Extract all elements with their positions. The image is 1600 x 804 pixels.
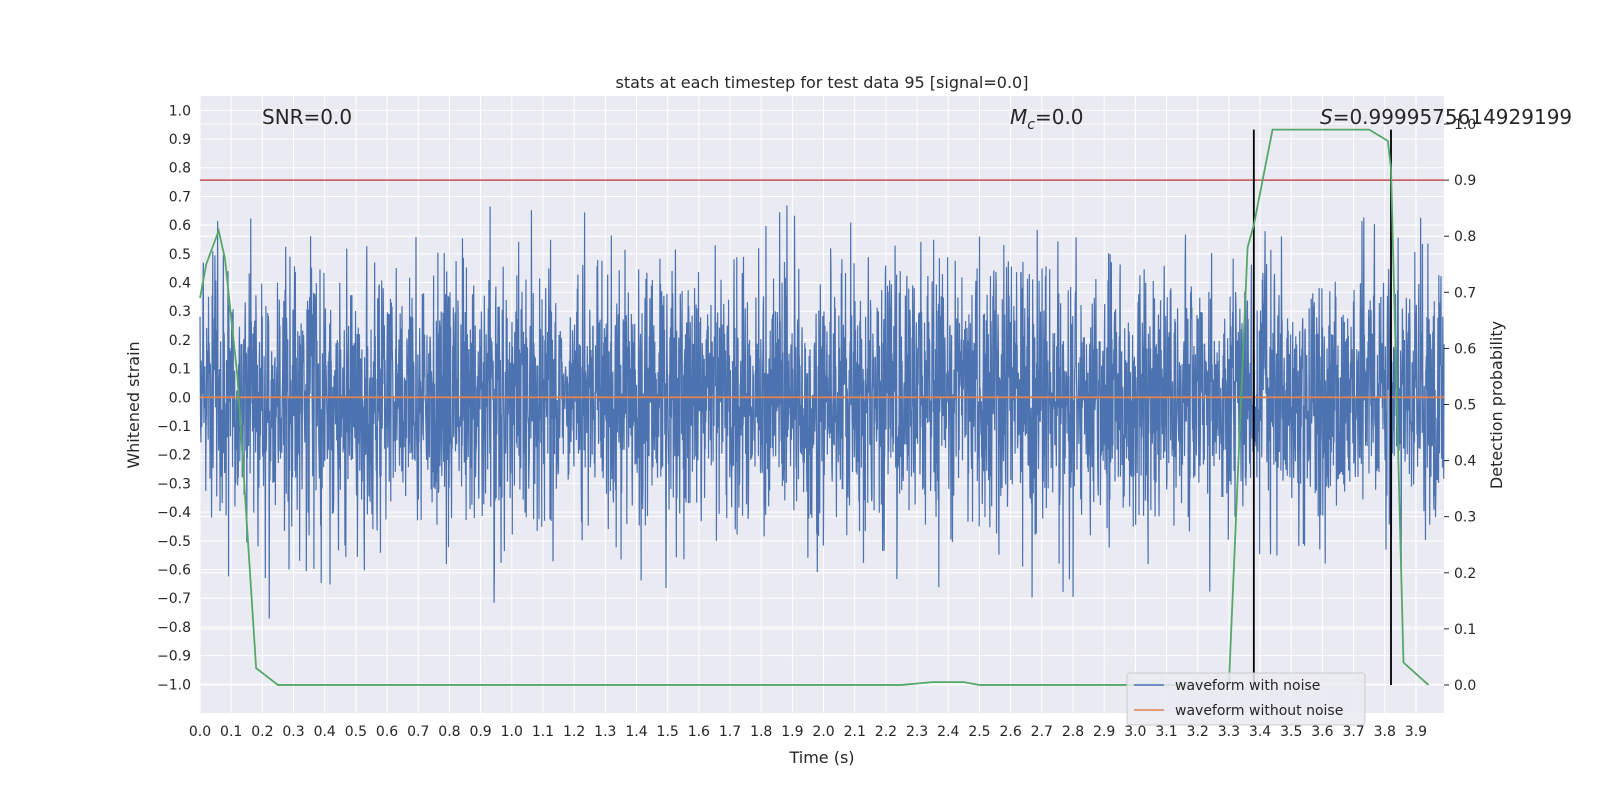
legend: waveform with noise waveform without noi… — [1126, 672, 1366, 726]
y-right-tick-label: 0.0 — [1454, 678, 1476, 694]
y-left-tick-label: −0.1 — [157, 419, 191, 435]
y-left-tick-label: 0.9 — [169, 132, 191, 148]
snr-annotation: SNR=0.0 — [262, 105, 352, 129]
y-left-tick-label: −0.4 — [157, 505, 191, 521]
x-tick-label: 3.0 — [1124, 724, 1146, 740]
y-axis-label-right: Detection probability — [1487, 321, 1506, 489]
legend-label-clean: waveform without noise — [1175, 703, 1343, 719]
x-tick-label: 3.4 — [1249, 724, 1271, 740]
x-tick-label: 3.9 — [1405, 724, 1427, 740]
x-tick-label: 1.2 — [563, 724, 585, 740]
y-left-tick-label: 0.2 — [169, 333, 191, 349]
x-tick-label: 3.5 — [1280, 724, 1302, 740]
y-left-tick-label: 0.5 — [169, 247, 191, 263]
s-symbol: S — [1320, 105, 1333, 129]
y-left-tick-label: 0.6 — [169, 218, 191, 234]
x-tick-label: 1.5 — [657, 724, 679, 740]
y-left-tick-label: 0.1 — [169, 362, 191, 378]
mc-value: =0.0 — [1035, 105, 1084, 129]
y-right-tick-label: 0.5 — [1454, 398, 1476, 414]
x-tick-label: 2.4 — [937, 724, 959, 740]
y-left-tick-label: 0.4 — [169, 276, 191, 292]
x-tick-label: 2.8 — [1062, 724, 1084, 740]
noise-waveform-layer — [199, 205, 1445, 619]
y-left-tick-label: 0.0 — [169, 390, 191, 406]
detection-probability-line — [199, 128, 1430, 686]
y-left-tick-label: 1.0 — [169, 103, 191, 119]
y-right-tick-label: 1.0 — [1454, 117, 1476, 133]
x-tick-label: 0.7 — [407, 724, 429, 740]
y-right-tick-label: 0.2 — [1454, 566, 1476, 582]
y-left-tick-label: −0.9 — [157, 649, 191, 665]
x-tick-label: 2.1 — [844, 724, 866, 740]
x-tick-label: 0.9 — [469, 724, 491, 740]
x-tick-label: 1.6 — [688, 724, 710, 740]
x-tick-label: 0.2 — [251, 724, 273, 740]
mc-symbol: M — [1010, 105, 1027, 129]
y-right-tick-label: 0.9 — [1454, 173, 1476, 189]
y-right-tick-label: 0.3 — [1454, 510, 1476, 526]
x-tick-label: 1.9 — [781, 724, 803, 740]
x-tick-label: 1.7 — [719, 724, 741, 740]
x-tick-label: 3.7 — [1342, 724, 1364, 740]
x-tick-label: 2.5 — [968, 724, 990, 740]
x-axis-label: Time (s) — [788, 748, 854, 767]
x-tick-label: 3.8 — [1374, 724, 1396, 740]
y-left-tick-label: −0.5 — [157, 534, 191, 550]
y-left-tick-label: 0.8 — [169, 161, 191, 177]
x-tick-label: 0.0 — [189, 724, 211, 740]
x-tick-label: 2.2 — [875, 724, 897, 740]
overlay-layer — [199, 128, 1444, 686]
x-tick-label: 0.4 — [314, 724, 336, 740]
x-tick-label: 3.2 — [1187, 724, 1209, 740]
y-right-tick-label: 0.8 — [1454, 229, 1476, 245]
noise-waveform-line — [199, 205, 1445, 619]
y-left-tick-label: −0.8 — [157, 620, 191, 636]
x-tick-label: 3.6 — [1311, 724, 1333, 740]
y-right-tick-label: 0.4 — [1454, 454, 1476, 470]
x-tick-label: 1.4 — [625, 724, 647, 740]
y-left-tick-label: −0.7 — [157, 591, 191, 607]
x-tick-label: 2.0 — [812, 724, 834, 740]
x-tick-label: 2.9 — [1093, 724, 1115, 740]
y-left-tick-label: 0.3 — [169, 304, 191, 320]
y-axis-label-left: Whitened strain — [124, 341, 143, 468]
y-left-tick-label: −0.3 — [157, 476, 191, 492]
x-tick-label: 0.1 — [220, 724, 242, 740]
x-tick-label: 3.1 — [1155, 724, 1177, 740]
x-tick-labels: 0.0 0.1 0.2 0.3 0.4 0.5 0.6 0.7 0.8 0.9 1.0 1.1 1.2 1… — [189, 724, 1427, 740]
x-tick-label: 1.3 — [594, 724, 616, 740]
y-right-tick-label: 0.7 — [1454, 285, 1476, 301]
y-left-tick-label: −1.0 — [157, 677, 191, 693]
s-value: =0.9999575614929199 — [1333, 105, 1572, 129]
x-tick-label: 2.3 — [906, 724, 928, 740]
x-tick-label: 0.5 — [345, 724, 367, 740]
x-tick-label: 1.0 — [501, 724, 523, 740]
x-tick-label: 3.3 — [1218, 724, 1240, 740]
y-right-tick-label: 0.1 — [1454, 622, 1476, 638]
chart-title: stats at each timestep for test data 95 … — [616, 73, 1029, 92]
mc-annotation: Mc=0.0 — [1010, 105, 1084, 133]
x-tick-label: 2.6 — [999, 724, 1021, 740]
mc-subscript: c — [1027, 117, 1035, 133]
x-tick-label: 0.3 — [282, 724, 304, 740]
y-left-tick-label: −0.6 — [157, 563, 191, 579]
y-right-tick-label: 0.6 — [1454, 341, 1476, 357]
x-tick-label: 0.8 — [438, 724, 460, 740]
x-tick-label: 1.1 — [532, 724, 554, 740]
y-left-tick-label: −0.2 — [157, 448, 191, 464]
y-left-tick-labels: 1.0 0.9 0.8 0.7 0.6 0.5 0.4 0.3 0.2 0.1 0.0 −0.1 −0.… — [157, 103, 191, 693]
x-tick-label: 1.8 — [750, 724, 772, 740]
y-right-tick-labels: 1.0 0.9 0.8 0.7 0.6 0.5 0.4 0.3 0.2 0.1 0.0 — [1444, 117, 1476, 694]
y-left-tick-label: 0.7 — [169, 189, 191, 205]
legend-box — [1126, 672, 1366, 726]
x-tick-label: 2.7 — [1031, 724, 1053, 740]
s-annotation: S=0.9999575614929199 — [1320, 105, 1572, 129]
x-tick-label: 0.6 — [376, 724, 398, 740]
legend-label-noise: waveform with noise — [1175, 678, 1320, 694]
